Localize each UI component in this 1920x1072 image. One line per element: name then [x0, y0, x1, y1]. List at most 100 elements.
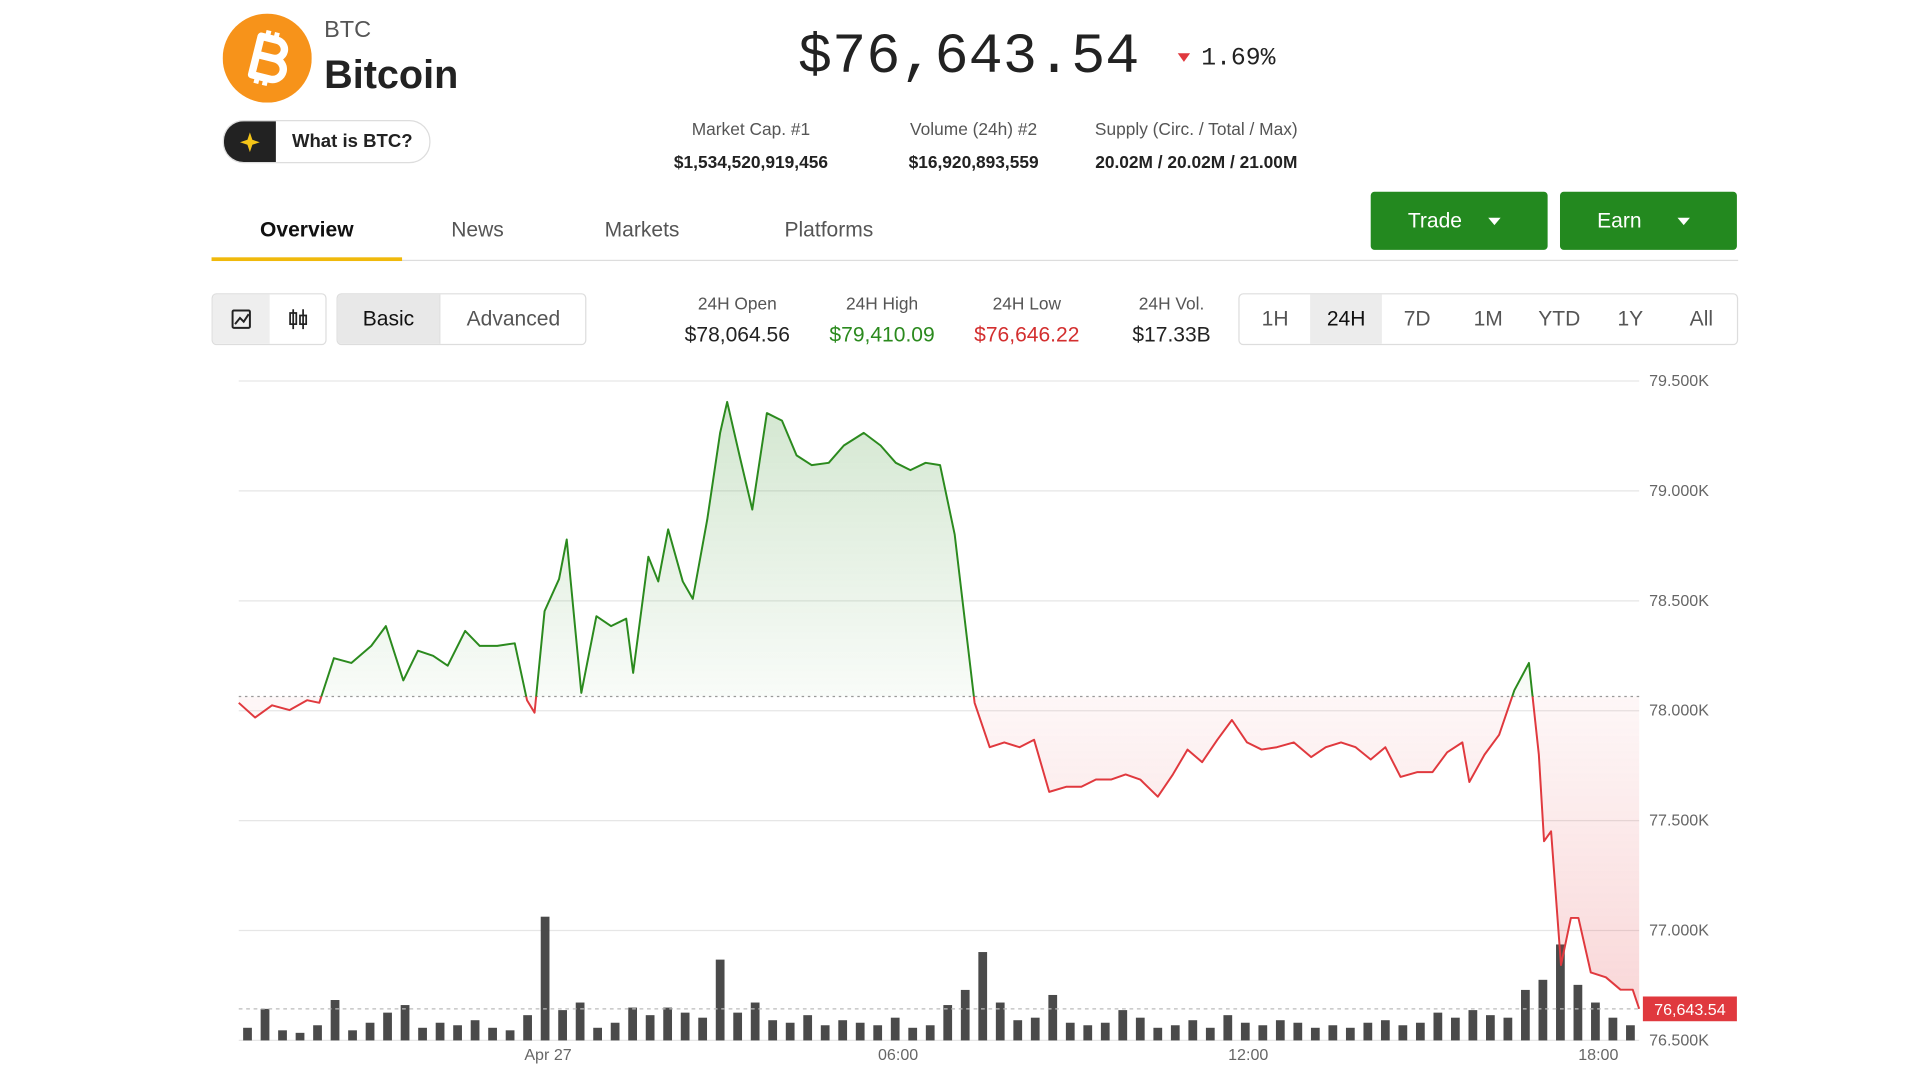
volume-bar	[313, 1025, 322, 1041]
range-button[interactable]: All	[1666, 294, 1737, 343]
volume-bar	[1328, 1025, 1338, 1041]
range-button[interactable]: 24H	[1310, 294, 1382, 344]
volume-bar	[715, 959, 725, 1041]
volume-bar	[1188, 1020, 1198, 1041]
y-tick-label: 76.500K	[1649, 1031, 1709, 1049]
volume-bar	[558, 1010, 567, 1041]
volume-bar	[733, 1012, 743, 1041]
last-price-label: 76,643.54	[1654, 1001, 1726, 1019]
volume-bar	[488, 1027, 497, 1041]
range-button[interactable]: 1Y	[1595, 294, 1666, 343]
y-tick-label: 79.500K	[1649, 372, 1709, 390]
range-label: 24H	[1326, 306, 1366, 331]
stat-value: 20.02M / 20.02M / 21.00M	[1095, 152, 1298, 172]
stat-24h-label: 24H Low	[992, 293, 1061, 313]
last-price-box	[1642, 996, 1737, 1022]
range-button[interactable]: 7D	[1382, 294, 1453, 343]
volume-bar	[295, 1032, 305, 1041]
volume-bar	[1608, 1017, 1618, 1041]
line-icon	[231, 309, 251, 329]
volume-bar	[1240, 1022, 1250, 1041]
range-button[interactable]: 1H	[1240, 294, 1311, 343]
volume-bar	[1573, 984, 1583, 1041]
tab[interactable]: News	[451, 217, 504, 242]
range-button[interactable]: 1M	[1453, 294, 1524, 343]
stat-label: Volume (24h) #2	[910, 118, 1038, 139]
range-button[interactable]: YTD	[1524, 294, 1595, 343]
volume-bar	[1345, 1027, 1355, 1041]
tab[interactable]: Platforms	[784, 217, 874, 242]
volume-bar	[523, 1015, 532, 1041]
volume-bar	[1556, 944, 1565, 1041]
button-label: Earn	[1597, 209, 1642, 233]
stat-24h-label: 24H Vol.	[1138, 293, 1205, 313]
volume-bar	[435, 1022, 445, 1041]
volume-bar	[540, 916, 550, 1041]
stat-label: Market Cap. #1	[691, 118, 811, 139]
volume-bar	[1310, 1027, 1320, 1041]
price-line	[238, 400, 1641, 1010]
mode-toggle: Basic Advanced	[336, 293, 587, 346]
range-label: YTD	[1538, 306, 1581, 331]
bitcoin-logo	[222, 13, 312, 103]
volume-bar	[1223, 1015, 1233, 1041]
volume-bar	[750, 1002, 760, 1041]
volume-bar	[1083, 1025, 1093, 1041]
volume-bar	[1293, 1022, 1303, 1041]
stat-label: Supply (Circ. / Total / Max)	[1094, 118, 1298, 139]
volume-bar	[365, 1022, 375, 1041]
stat-value: $1,534,520,919,456	[673, 152, 828, 172]
volume-bar	[1450, 1017, 1460, 1041]
candle-chart-button[interactable]	[270, 294, 326, 343]
mode-button[interactable]: Basic	[337, 294, 440, 344]
volume-bar	[663, 1007, 673, 1041]
price-change: 1.69%	[1201, 44, 1276, 73]
stat-value: $16,920,893,559	[908, 152, 1039, 172]
volume-bar	[873, 1025, 883, 1041]
tab[interactable]: Overview	[260, 217, 354, 242]
volume-bar	[278, 1030, 287, 1041]
action-button[interactable]: Trade	[1370, 191, 1548, 250]
tab-divider	[211, 259, 1739, 262]
stat-24h-value: $78,064.56	[684, 322, 790, 347]
volume-bar	[1013, 1020, 1023, 1041]
what-is-button[interactable]: What is BTC?	[222, 119, 431, 164]
what-is-label: What is BTC?	[291, 131, 413, 153]
volume-bar	[628, 1007, 638, 1041]
volume-bar	[418, 1027, 427, 1041]
volume-bar	[1275, 1020, 1285, 1041]
volume-bar	[1205, 1027, 1215, 1041]
volume-bar	[785, 1022, 795, 1041]
volume-bar	[1398, 1025, 1408, 1041]
volume-bar	[1118, 1010, 1128, 1041]
volume-bar	[978, 952, 988, 1041]
volume-bar	[925, 1025, 935, 1041]
sparkle-bg	[223, 121, 276, 163]
y-tick-label: 78.000K	[1649, 702, 1709, 720]
mode-label: Basic	[362, 306, 415, 331]
volume-bar	[1538, 979, 1548, 1041]
stat-24h-label: 24H High	[845, 293, 919, 313]
volume-bar	[680, 1012, 690, 1041]
y-tick-label: 79.000K	[1649, 482, 1709, 500]
mode-button[interactable]: Advanced	[439, 294, 585, 344]
volume-bar	[1030, 1017, 1040, 1041]
volume-bar	[1626, 1025, 1635, 1041]
y-tick-label: 77.000K	[1649, 921, 1709, 939]
line-chart-button[interactable]	[212, 294, 270, 344]
action-button[interactable]: Earn	[1559, 191, 1737, 250]
symbol: BTC	[324, 17, 372, 44]
volume-bar	[1363, 1022, 1373, 1041]
volume-bar	[838, 1020, 848, 1041]
volume-bar	[855, 1022, 865, 1041]
x-tick-label: 18:00	[1578, 1046, 1618, 1064]
x-tick-label: Apr 27	[524, 1046, 571, 1064]
volume-bar	[645, 1015, 655, 1041]
price: $76,643.54	[797, 24, 1140, 90]
range-label: 7D	[1403, 306, 1431, 331]
tab[interactable]: Markets	[604, 217, 680, 242]
sparkle-icon	[239, 132, 260, 153]
volume-bar	[260, 1008, 270, 1041]
